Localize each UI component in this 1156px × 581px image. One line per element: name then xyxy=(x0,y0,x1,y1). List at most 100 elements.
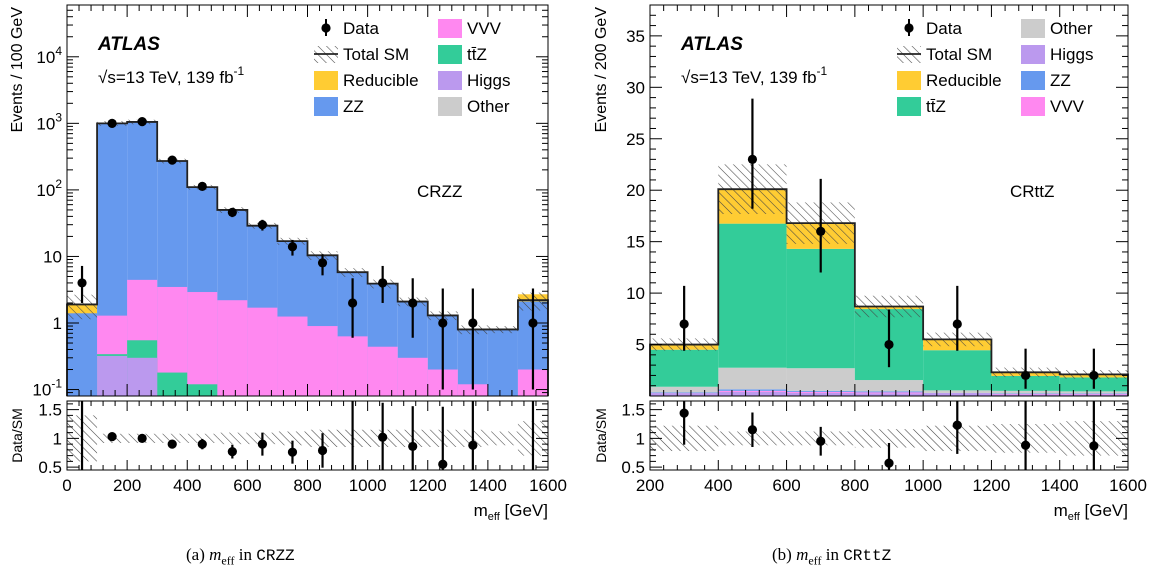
bar-zz-bin-1 xyxy=(718,389,787,391)
bar-vvv-bin-5 xyxy=(217,300,248,396)
legend-label-1-3: VVV xyxy=(1050,97,1085,116)
x-tick-label-1: 200 xyxy=(113,476,141,495)
ratio-point-4 xyxy=(227,447,237,457)
bar-ttz-bin-4 xyxy=(923,350,992,391)
x-tick-label-7: 1600 xyxy=(1109,476,1147,495)
legend-data-marker xyxy=(321,23,331,33)
data-point-4 xyxy=(952,319,962,329)
bar-higgs-bin-5 xyxy=(991,394,1060,396)
legend-swatch-1-2 xyxy=(438,71,462,90)
ratio-point-1 xyxy=(747,425,758,435)
data-point-9 xyxy=(347,298,358,308)
legend-label-0-1: Total SM xyxy=(926,45,992,64)
bar-higgs-bin-4 xyxy=(923,393,992,396)
bar-zz-bin-0 xyxy=(650,392,719,394)
legend-label-1-2: Higgs xyxy=(467,71,510,90)
legend-label-0-1: Total SM xyxy=(343,45,409,64)
bar-zz-bin-4 xyxy=(923,392,992,394)
bar-zz-bin-14 xyxy=(487,329,518,396)
legend-label-0-0: Data xyxy=(926,19,962,38)
data-point-10 xyxy=(378,278,388,288)
legend-swatch-1-3 xyxy=(438,97,462,116)
atlas-label: ATLAS xyxy=(97,34,160,55)
ratio-point-3 xyxy=(197,439,207,449)
legend-label-0-2: Reducible xyxy=(343,71,419,90)
ratio-point-3 xyxy=(884,458,894,468)
bar-vvv-bin-1 xyxy=(718,390,787,392)
bar-vvv-bin-11 xyxy=(397,357,428,396)
y-tick-label-5: 30 xyxy=(626,78,645,97)
legend-label-0-2: Reducible xyxy=(926,71,1002,90)
y-tick-label-0: 5 xyxy=(636,336,645,355)
ratio-point-9 xyxy=(408,441,418,452)
total-sm-outline xyxy=(66,121,549,396)
atlas-label: ATLAS xyxy=(680,34,743,55)
legend-swatch-1-1 xyxy=(438,45,462,64)
ratio-y-tick-label-1: 1 xyxy=(636,429,645,448)
x-tick-label-0: 200 xyxy=(636,476,664,495)
ratio-unc-bin-5 xyxy=(217,432,248,445)
bar-higgs-bin-2 xyxy=(127,357,158,396)
ratio-unc-bin-3 xyxy=(157,433,188,443)
bar-higgs-bin-2 xyxy=(786,392,855,396)
legend-label-0-3: ZZ xyxy=(343,97,364,116)
bar-zz-bin-2 xyxy=(786,390,855,392)
bar-ttz-bin-4 xyxy=(187,384,218,396)
y-tick-label-1: 1 xyxy=(53,314,62,333)
bar-higgs-bin-1 xyxy=(718,391,787,396)
ratio-unc-bin-3 xyxy=(854,429,924,448)
x-tick-label-3: 600 xyxy=(233,476,261,495)
data-point-0 xyxy=(679,319,689,329)
data-point-13 xyxy=(468,318,478,328)
data-point-1 xyxy=(747,154,758,164)
bar-vvv-bin-2 xyxy=(786,391,855,393)
bar-vvv-bin-6 xyxy=(1059,393,1128,395)
ratio-point-7 xyxy=(317,445,328,456)
bar-zz-bin-0 xyxy=(67,313,98,396)
ratio-y-tick-label-2: 1.5 xyxy=(38,401,62,420)
x-tick-label-5: 1000 xyxy=(349,476,387,495)
y-tick-label-6: 35 xyxy=(626,27,645,46)
bar-higgs-bin-1 xyxy=(97,355,128,396)
legend-swatch-1-0 xyxy=(1021,19,1045,38)
y-tick-label-3: 102 xyxy=(36,177,62,200)
data-point-0 xyxy=(77,278,87,288)
bar-vvv-bin-6 xyxy=(247,307,278,396)
ratio-unc-bin-4 xyxy=(187,433,218,443)
ratio-point-8 xyxy=(378,432,388,442)
x-tick-label-8: 1600 xyxy=(529,476,567,495)
x-axis-label: meff [GeV] xyxy=(474,501,548,523)
bar-vvv-bin-3 xyxy=(854,392,924,394)
x-tick-label-7: 1400 xyxy=(469,476,507,495)
bar-zz-bin-3 xyxy=(854,391,924,393)
x-tick-label-3: 800 xyxy=(841,476,869,495)
bar-vvv-bin-5 xyxy=(991,393,1060,395)
legend-data-marker xyxy=(904,23,914,33)
bar-vvv-bin-0 xyxy=(650,393,719,394)
x-tick-label-6: 1400 xyxy=(1041,476,1079,495)
x-tick-label-0: 0 xyxy=(62,476,71,495)
bar-other-bin-3 xyxy=(854,380,924,392)
y-tick-label-2: 10 xyxy=(43,247,62,266)
x-tick-label-1: 400 xyxy=(704,476,732,495)
legend-swatch-1-0 xyxy=(438,19,462,38)
data-point-5 xyxy=(227,207,237,217)
ratio-point-5 xyxy=(257,439,268,449)
data-point-2 xyxy=(816,226,826,236)
region-label: CRZZ xyxy=(417,182,462,201)
ratio-y-axis-label: Data/SM xyxy=(593,408,609,462)
legend-swatch-0-2 xyxy=(897,71,921,90)
ratio-plot-frame xyxy=(649,400,1129,471)
x-tick-label-4: 1000 xyxy=(904,476,942,495)
bar-vvv-bin-9 xyxy=(337,336,368,396)
bar-vvv-bin-10 xyxy=(367,346,398,396)
bar-vvv-bin-4 xyxy=(923,393,992,394)
legend-swatch-0-2 xyxy=(314,71,338,90)
ratio-point-2 xyxy=(816,436,826,446)
ratio-point-0 xyxy=(107,432,117,442)
data-point-7 xyxy=(287,242,298,252)
bar-vvv-bin-4 xyxy=(187,292,218,396)
y-axis-label: Events / 200 GeV xyxy=(593,7,610,133)
